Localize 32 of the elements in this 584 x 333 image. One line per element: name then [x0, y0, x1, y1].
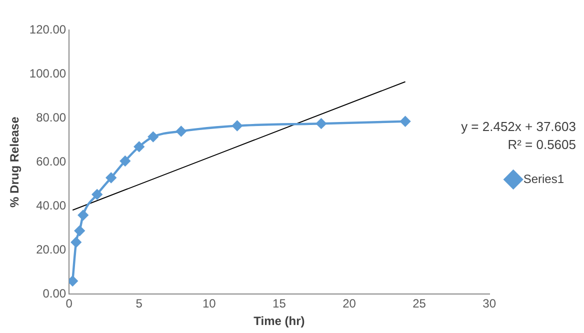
- x-tick-label: 25: [412, 296, 426, 311]
- point: [106, 172, 116, 183]
- point: [70, 237, 82, 248]
- y-tick-label: 100.00: [29, 66, 66, 80]
- y-tick-label: 40.00: [36, 198, 66, 212]
- y-tick-label: 120.00: [29, 22, 66, 36]
- point: [69, 276, 78, 286]
- point: [176, 126, 186, 136]
- x-tick-label: 0: [66, 296, 73, 311]
- point: [148, 132, 158, 142]
- y-tick-label: 60.00: [36, 154, 66, 168]
- point: [316, 118, 326, 129]
- point: [78, 210, 88, 220]
- point: [134, 142, 144, 152]
- x-axis-title: Time (hr): [254, 314, 305, 328]
- point: [92, 189, 102, 200]
- text: R² = 0.5605: [508, 137, 576, 152]
- point: [400, 116, 410, 126]
- point: [120, 156, 130, 166]
- point: [74, 226, 85, 236]
- x-tick-label: 5: [136, 296, 143, 311]
- y-tick-label: 80.00: [36, 110, 66, 124]
- x-tick-label: 20: [342, 296, 356, 311]
- annotation: y = 2.452x + 37.603: [461, 119, 576, 134]
- point: [232, 120, 242, 131]
- y-axis-title: % Drug Release: [8, 116, 22, 208]
- x-tick-label: 30: [482, 296, 496, 311]
- y-tick-label: 0.00: [42, 286, 66, 301]
- y-tick-label: 20.00: [36, 242, 66, 256]
- legend-label: Series1: [523, 172, 564, 186]
- x-tick-label: 15: [272, 296, 286, 311]
- x-tick-label: 10: [202, 296, 216, 311]
